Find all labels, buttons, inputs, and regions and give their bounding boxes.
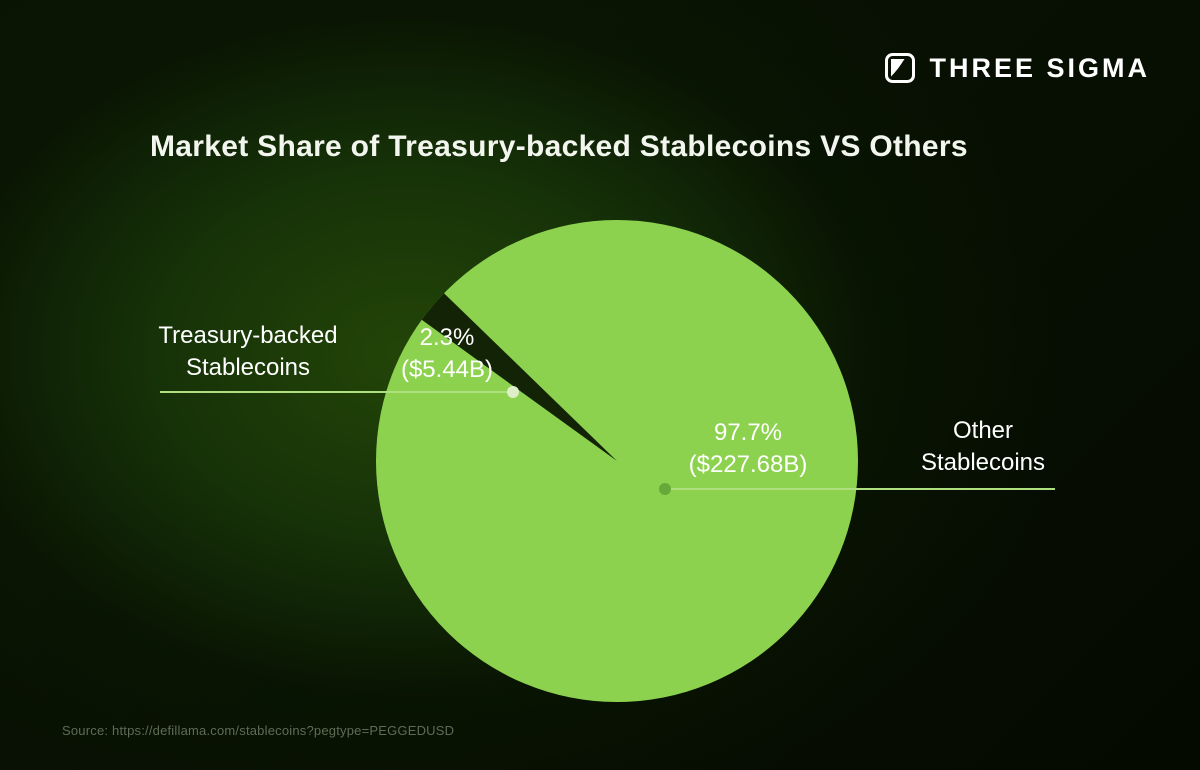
other-slice-value: 97.7% ($227.68B)	[668, 417, 828, 482]
other-slice-percent: 97.7%	[713, 419, 783, 446]
pie-slice-treasury-backed	[421, 293, 617, 461]
leader-dot-treasury	[507, 386, 519, 398]
other-slice-label: Other Stablecoins	[903, 415, 1063, 480]
treasury-slice-label: Treasury-backed Stablecoins	[148, 320, 348, 385]
other-slice-label-line1: Other	[952, 417, 1014, 444]
leader-dot-other	[659, 483, 671, 495]
treasury-slice-amount: ($5.44B)	[400, 356, 494, 384]
other-slice-label-line2: Stablecoins	[920, 449, 1046, 477]
three-sigma-logo-icon	[884, 52, 916, 84]
chart-title: Market Share of Treasury-backed Stableco…	[150, 130, 968, 163]
treasury-slice-value: 2.3% ($5.44B)	[374, 322, 520, 387]
brand-name: THREE SIGMA	[929, 52, 1150, 83]
treasury-slice-label-line1: Treasury-backed	[158, 322, 338, 349]
source-note: Source: https://defillama.com/stablecoin…	[62, 723, 455, 738]
other-slice-amount: ($227.68B)	[688, 451, 808, 479]
treasury-slice-percent: 2.3%	[419, 324, 475, 351]
treasury-slice-label-line2: Stablecoins	[185, 354, 311, 382]
brand-logo: THREE SIGMA	[884, 52, 1150, 84]
